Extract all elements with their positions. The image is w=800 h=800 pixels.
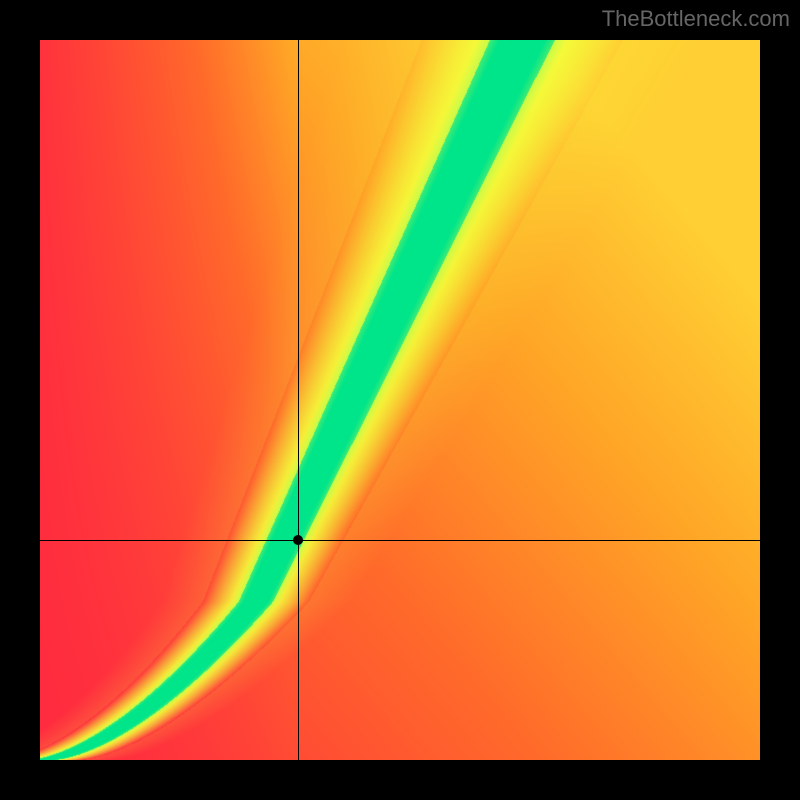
crosshair-horizontal [40,540,760,541]
chart-container: TheBottleneck.com [0,0,800,800]
crosshair-vertical [298,40,299,760]
heatmap-canvas [40,40,760,760]
marker-dot [293,535,303,545]
watermark-text: TheBottleneck.com [602,6,790,32]
plot-area [40,40,760,760]
